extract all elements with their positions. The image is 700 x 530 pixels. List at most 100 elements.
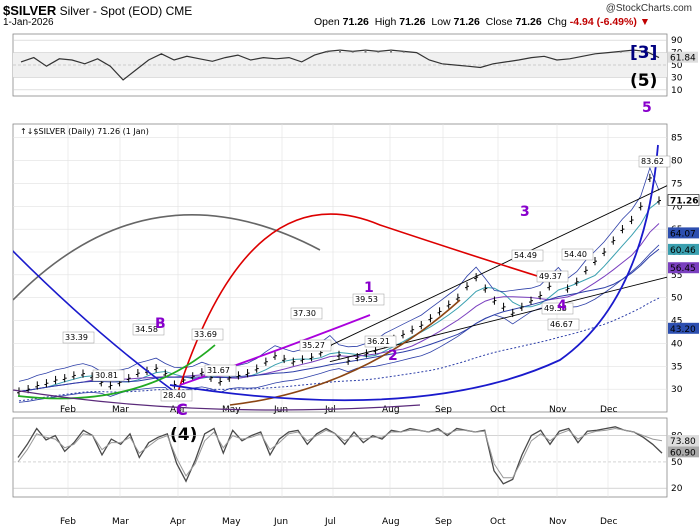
right-value-tag (668, 262, 699, 274)
stoch-tick-label: 50 (671, 458, 683, 468)
price-tick-label: 85 (671, 134, 682, 144)
price-label: 49.35 (544, 304, 567, 313)
price-tick-label: 45 (671, 317, 682, 327)
wave-label: [3] (630, 43, 657, 63)
price-label: 39.53 (355, 295, 378, 304)
copyright: @StockCharts.com (605, 3, 692, 14)
price-label: 33.69 (194, 330, 217, 339)
price-legend: ↑↓$SILVER (Daily) 71.26 (1 Jan) (20, 127, 149, 136)
price-label-box (92, 369, 125, 382)
price-tick-label: 55 (671, 271, 682, 281)
rsi-tick-label: 90 (671, 36, 683, 46)
rsi-tick-label: 50 (671, 61, 683, 71)
purple-low-arc (13, 389, 421, 411)
blue-up-arc (169, 144, 659, 402)
stoch-x-tick: Jun (273, 517, 288, 527)
chart-date: 1-Jan-2026 (3, 17, 54, 28)
blue-down-arc (13, 250, 176, 393)
stoch-x-tick: Apr (170, 517, 186, 527)
right-value-tag (667, 194, 700, 206)
wave-label: 5 (642, 100, 652, 116)
violet-arc (179, 314, 371, 386)
price-tick-label: 80 (671, 157, 683, 167)
stoch-panel-frame (12, 417, 668, 498)
price-label-box (547, 318, 580, 331)
price-label-box (160, 389, 193, 402)
price-label: 46.67 (550, 320, 573, 329)
right-value-label: 64.07 (670, 229, 696, 239)
price-label-box (536, 270, 569, 283)
wave-label: (4) (170, 425, 197, 445)
wave-label: 3 (520, 204, 530, 220)
price-label: 49.37 (539, 272, 562, 281)
ma-long-line (18, 248, 660, 392)
wave-label: C (176, 400, 188, 419)
stoch-x-tick: Nov (549, 517, 567, 527)
low-value: 71.26 (453, 16, 480, 28)
rsi-line (20, 49, 660, 81)
wave-label: 4 (557, 298, 567, 314)
red-cycle-arc (177, 213, 551, 393)
ohlc-bar: Open 71.26 High 71.26 Low 71.26 Close 71… (314, 16, 651, 28)
price-x-tick: Feb (60, 405, 76, 415)
open-value: 71.26 (342, 16, 369, 28)
right-value-tag (668, 243, 699, 255)
instrument-name: Silver - Spot (EOD) (59, 4, 163, 18)
price-label-box (364, 335, 397, 348)
high-value: 71.26 (399, 16, 426, 28)
right-value-label: 71.26 (670, 197, 698, 207)
price-label-box (299, 339, 332, 352)
price-x-tick: Oct (490, 405, 506, 415)
price-label: 28.40 (163, 391, 186, 400)
chart-title: $SILVER Silver - Spot (EOD) CME (3, 3, 192, 18)
price-label-box (191, 328, 224, 341)
price-label-box (290, 307, 323, 320)
stoch-x-tick: May (222, 517, 241, 527)
rsi-tick-label: 10 (671, 86, 683, 96)
price-label: 36.21 (367, 337, 390, 346)
right-value-label: 56.45 (670, 264, 696, 274)
exchange: CME (165, 4, 193, 18)
wave-label: (5) (630, 71, 657, 91)
price-label: 34.58 (135, 325, 158, 334)
price-tick-label: 70 (671, 202, 683, 212)
stoch-value-label: 60.90 (670, 448, 696, 458)
stoch-value-tag (668, 434, 699, 446)
price-tick-label: 30 (671, 385, 683, 395)
wave-label: B (155, 316, 166, 332)
price-x-tick: Jul (324, 405, 336, 415)
rsi-value-tag (668, 51, 698, 63)
stoch-x-tick: Aug (382, 517, 400, 527)
price-label-box (352, 293, 385, 306)
right-value-tag (668, 322, 699, 334)
price-label: 33.39 (65, 333, 88, 342)
price-panel-frame (12, 123, 668, 413)
price-label-box (561, 248, 594, 261)
price-x-tick: Apr (170, 405, 186, 415)
channel-upper-line (329, 185, 668, 347)
stoch-x-tick: Feb (60, 517, 76, 527)
price-label-box (638, 155, 671, 168)
green-arc (17, 344, 216, 400)
price-x-tick: Dec (600, 405, 617, 415)
channel-lower-line (329, 276, 668, 363)
price-label: 54.49 (514, 251, 537, 260)
price-label: 30.81 (95, 371, 118, 380)
gray-cycle-arc-hidden (13, 222, 300, 300)
price-label: 37.30 (293, 309, 316, 318)
price-label-box (132, 323, 165, 336)
price-label-box (204, 364, 237, 377)
price-label: 83.62 (641, 157, 664, 166)
price-x-tick: Mar (112, 405, 129, 415)
close-value: 71.26 (515, 16, 542, 28)
stoch-x-tick: Sep (435, 517, 452, 527)
right-value-label: 60.46 (670, 246, 696, 256)
price-label: 54.40 (564, 250, 587, 259)
price-label-box (541, 302, 574, 315)
price-label: 31.67 (207, 366, 230, 375)
price-x-tick: Nov (549, 405, 567, 415)
right-value-label: 43.20 (670, 325, 696, 335)
price-tick-label: 35 (671, 362, 682, 372)
price-label: 35.27 (302, 341, 325, 350)
